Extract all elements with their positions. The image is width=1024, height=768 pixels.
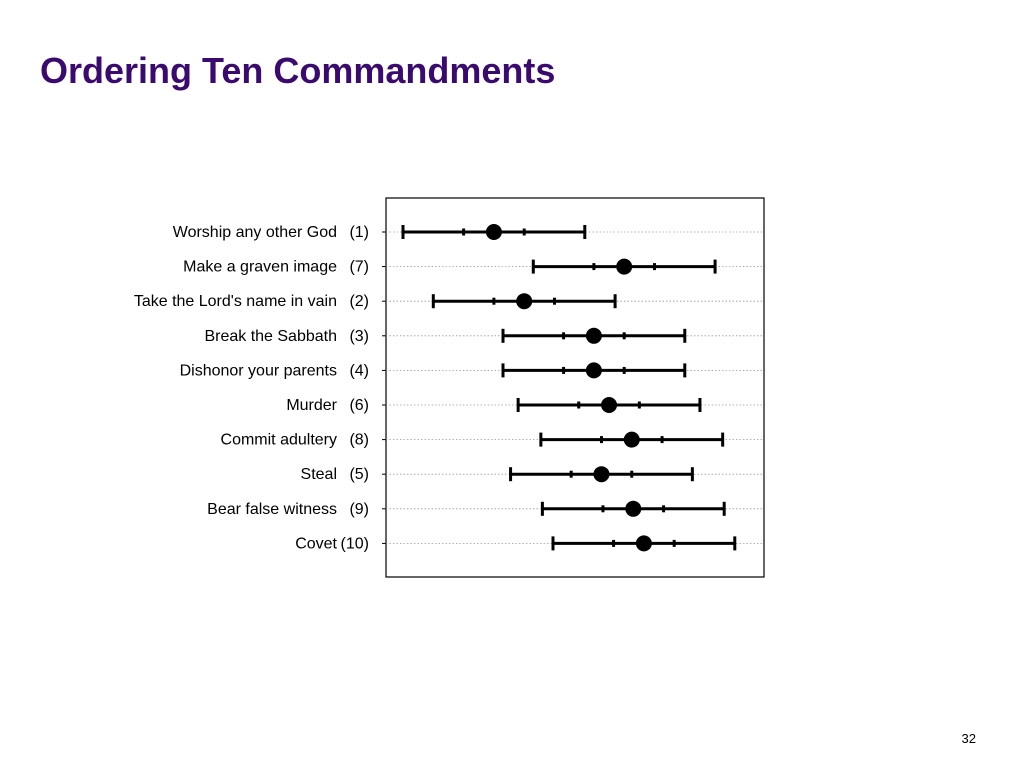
- center-point: [585, 362, 602, 379]
- center-point: [485, 224, 502, 240]
- row-label: Worship any other God: [173, 224, 337, 241]
- interval-row: [501, 362, 687, 379]
- gridlines: [382, 231, 764, 544]
- row-label: Dishonor your parents: [180, 362, 337, 379]
- interval-row: [516, 397, 702, 413]
- center-point: [616, 258, 633, 275]
- interval-marks: [401, 224, 737, 552]
- row-label: Break the Sabbath: [204, 328, 337, 345]
- center-point: [623, 431, 640, 448]
- row-rank: (5): [349, 466, 369, 483]
- row-rank: (7): [349, 259, 369, 276]
- page-number: 32: [961, 731, 976, 746]
- center-point: [625, 500, 642, 517]
- center-point: [516, 293, 533, 310]
- row-label: Take the Lord's name in vain: [134, 293, 337, 310]
- page-title: Ordering Ten Commandments: [40, 50, 556, 91]
- row-rank: (10): [341, 535, 369, 552]
- center-point: [593, 466, 610, 483]
- interval-row: [431, 293, 617, 310]
- row-rank: (1): [349, 224, 369, 241]
- center-point: [635, 535, 652, 552]
- interval-row: [540, 500, 726, 517]
- interval-row: [539, 431, 725, 448]
- row-rank: (2): [349, 293, 369, 310]
- interval-row: [551, 535, 737, 552]
- row-label: Bear false witness: [207, 501, 337, 518]
- row-rank: (4): [349, 362, 369, 379]
- row-rank: (3): [349, 328, 369, 345]
- row-rank: (6): [349, 397, 369, 414]
- row-label: Make a graven image: [183, 259, 337, 276]
- row-label: Covet: [295, 535, 337, 552]
- row-label: Steal: [301, 466, 337, 483]
- interval-row: [531, 258, 717, 275]
- interval-row: [501, 327, 687, 344]
- interval-row: [509, 466, 694, 483]
- row-labels: Worship any other God (1) Make a graven im…: [134, 224, 369, 552]
- center-point: [601, 397, 618, 413]
- center-point: [585, 327, 602, 344]
- interval-row: [401, 224, 587, 240]
- plot-frame: [385, 197, 765, 578]
- row-label: Commit adultery: [221, 432, 337, 449]
- row-rank: (8): [349, 432, 369, 449]
- row-label: Murder: [286, 397, 337, 414]
- row-rank: (9): [349, 501, 369, 518]
